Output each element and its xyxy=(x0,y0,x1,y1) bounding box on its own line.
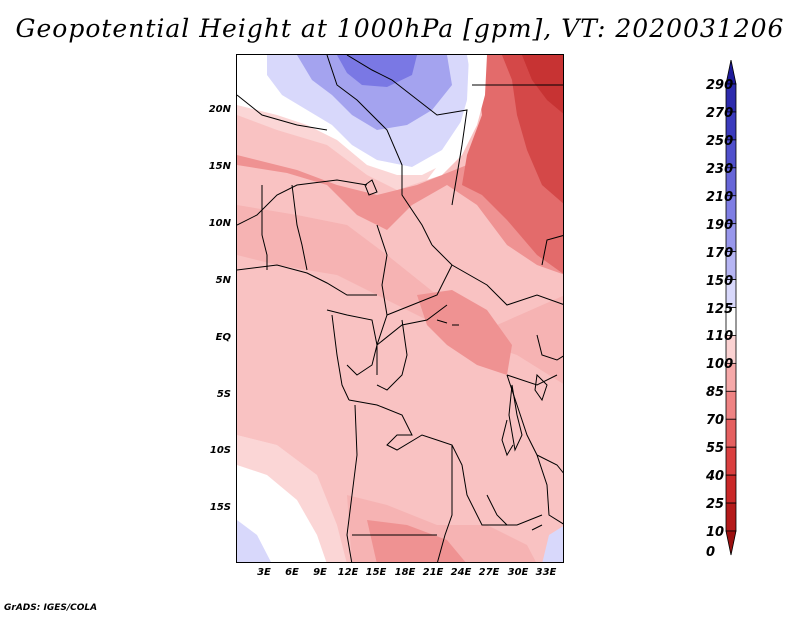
colorbar-level-label: 25 xyxy=(706,497,725,513)
map-title: Geopotential Height at 1000hPa [gpm], VT… xyxy=(15,14,785,43)
boundary-line xyxy=(437,445,453,562)
lat-label: 10N xyxy=(208,218,231,229)
colorbar-level-label: 85 xyxy=(706,385,725,401)
field-blue-dark xyxy=(337,55,417,87)
lat-label: EQ xyxy=(215,332,231,343)
colorbar-level-label: 70 xyxy=(706,413,725,429)
colorbar-bottom-triangle xyxy=(725,530,737,556)
colorbar-swatch xyxy=(725,474,737,504)
lake-outline xyxy=(501,419,514,457)
lake-outline xyxy=(508,384,523,452)
field-crimson-northeast xyxy=(522,55,563,114)
boundary-line xyxy=(237,94,328,131)
lat-label: 5S xyxy=(216,389,231,400)
colorbar xyxy=(725,60,737,556)
colorbar-level-label: 55 xyxy=(706,441,725,457)
lat-label: 20N xyxy=(208,104,231,115)
boundary-line xyxy=(237,264,377,296)
boundary-line xyxy=(348,399,543,526)
colorbar-swatch xyxy=(725,446,737,476)
boundary-line xyxy=(331,314,350,401)
lon-label: 15E xyxy=(365,567,387,578)
colorbar-swatch xyxy=(725,502,737,532)
colorbar-level-label: 110 xyxy=(706,329,734,345)
lon-label: 6E xyxy=(285,567,299,578)
lake-outline xyxy=(531,524,543,531)
colorbar-level-label: 230 xyxy=(706,161,734,177)
field-white-strip xyxy=(427,55,487,180)
colorbar-level-label: 170 xyxy=(706,245,734,261)
boundary-line xyxy=(486,494,508,526)
field-blue-mid xyxy=(297,55,452,130)
lon-label: 3E xyxy=(257,567,271,578)
lat-label: 15N xyxy=(208,161,231,172)
boundary-line xyxy=(506,374,558,386)
lat-label: 15S xyxy=(209,502,231,513)
boundary-line xyxy=(431,244,563,306)
colorbar-level-label: 10 xyxy=(706,525,725,540)
map-panel[interactable] xyxy=(236,54,564,563)
boundary-line xyxy=(326,309,378,376)
colorbar-level-label: 0 xyxy=(706,545,716,560)
lat-label: 5N xyxy=(215,275,231,286)
grads-credit: GrADS: IGES/COLA xyxy=(4,603,98,613)
lon-label: 12E xyxy=(337,567,359,578)
colorbar-swatch xyxy=(725,390,737,420)
field-white-southwest xyxy=(237,465,327,562)
boundary-line xyxy=(536,454,563,474)
lake-outline xyxy=(436,319,459,326)
boundaries xyxy=(237,55,563,562)
lake-outline xyxy=(364,179,378,196)
boundary-line xyxy=(376,319,408,391)
colorbar-level-label: 210 xyxy=(706,189,734,205)
colorbar-level-label: 190 xyxy=(706,217,734,233)
lon-label: 9E xyxy=(313,567,327,578)
lake-outline xyxy=(534,373,548,402)
colorbar-level-label: 290 xyxy=(706,78,734,93)
lon-label: 21E xyxy=(422,567,444,578)
boundary-line xyxy=(326,55,433,246)
colorbar-swatch xyxy=(725,418,737,448)
boundary-line xyxy=(386,264,453,316)
boundary-line xyxy=(346,404,358,562)
lat-label: 10S xyxy=(209,445,231,456)
lon-label: 24E xyxy=(450,567,472,578)
height-field xyxy=(237,55,563,562)
boundary-line xyxy=(346,55,468,206)
boundary-line xyxy=(291,184,308,271)
boundary-line xyxy=(376,224,388,375)
colorbar-level-label: 125 xyxy=(706,301,734,317)
boundary-line xyxy=(536,334,563,361)
boundary-line xyxy=(541,235,563,266)
lon-label: 33E xyxy=(535,567,557,578)
boundary-line xyxy=(261,185,268,270)
boundary-line xyxy=(376,304,448,346)
lon-label: 18E xyxy=(394,567,416,578)
lon-label: 27E xyxy=(478,567,500,578)
geopotential-map xyxy=(237,55,563,562)
colorbar-level-label: 250 xyxy=(706,133,734,149)
field-salmon-east xyxy=(417,290,512,375)
lon-label: 30E xyxy=(507,567,529,578)
boundary-line xyxy=(237,179,368,226)
colorbar-level-label: 150 xyxy=(706,273,734,289)
colorbar-level-label: 100 xyxy=(706,357,734,373)
field-blue-southeast xyxy=(542,526,563,562)
field-blue-southwest xyxy=(237,520,271,562)
colorbar-level-label: 270 xyxy=(706,105,734,121)
colorbar-level-label: 40 xyxy=(706,469,725,485)
